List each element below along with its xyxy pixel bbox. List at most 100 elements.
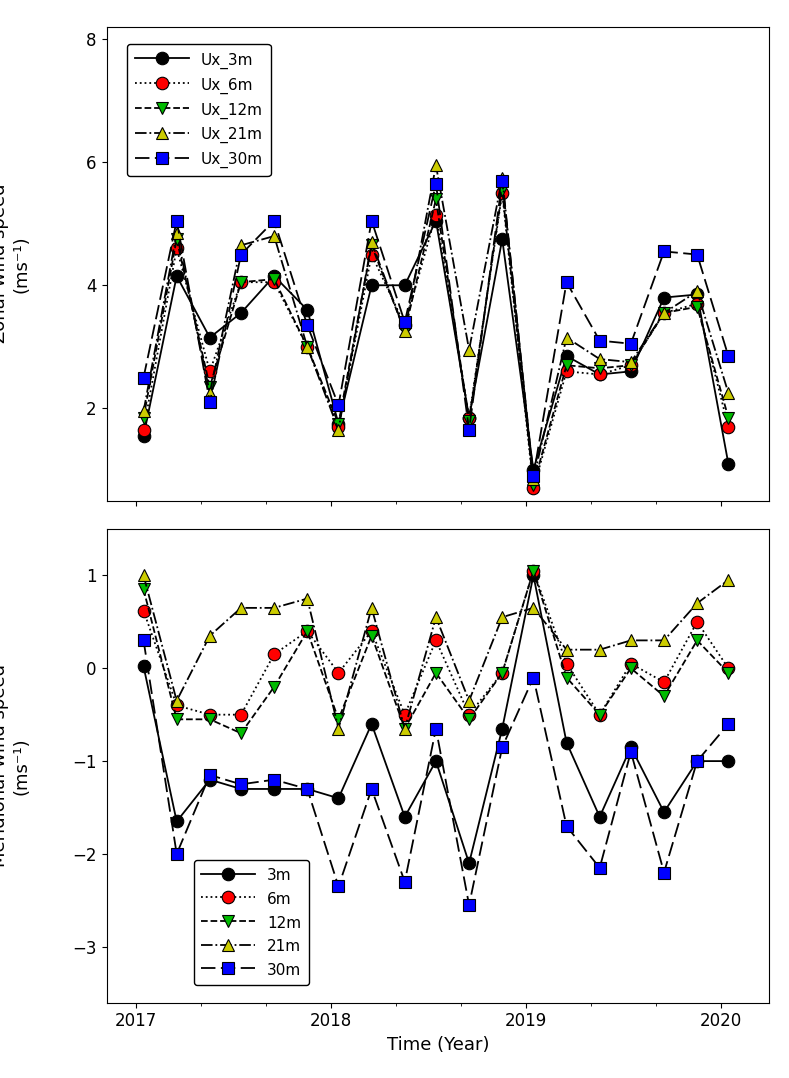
Line: Ux_12m: Ux_12m <box>137 183 735 492</box>
3m <box>236 783 245 796</box>
Ux_30m <box>660 245 669 258</box>
Ux_12m <box>334 417 343 430</box>
Ux_6m <box>724 420 733 433</box>
Ux_3m <box>724 457 733 470</box>
30m <box>172 847 181 860</box>
Ux_6m <box>498 186 507 199</box>
3m <box>595 811 604 824</box>
12m <box>139 583 148 596</box>
Ux_30m <box>432 177 441 190</box>
6m <box>660 676 669 689</box>
Line: 12m: 12m <box>137 565 735 740</box>
Ux_21m <box>562 331 571 344</box>
Ux_30m <box>498 175 507 188</box>
Ux_21m <box>626 356 636 369</box>
Ux_12m <box>139 411 148 424</box>
3m <box>269 783 279 796</box>
Ux_12m <box>595 362 604 375</box>
12m <box>562 672 571 685</box>
3m <box>400 811 409 824</box>
12m <box>367 630 376 642</box>
Ux_6m <box>562 365 571 378</box>
Ux_3m <box>172 270 181 282</box>
Ux_6m <box>465 411 474 424</box>
21m <box>205 630 215 642</box>
30m <box>367 783 376 796</box>
3m <box>693 755 702 768</box>
Ux_3m <box>432 215 441 227</box>
30m <box>562 819 571 832</box>
12m <box>595 708 604 721</box>
Ux_3m <box>334 417 343 430</box>
Ux_12m <box>172 233 181 246</box>
6m <box>205 708 215 721</box>
21m <box>139 569 148 582</box>
12m <box>302 624 312 637</box>
Line: 21m: 21m <box>137 569 735 735</box>
6m <box>626 658 636 671</box>
30m <box>660 866 669 879</box>
Ux_3m <box>302 303 312 316</box>
Ux_30m <box>139 371 148 384</box>
Ux_21m <box>172 226 181 239</box>
6m <box>269 648 279 661</box>
Ux_21m <box>367 236 376 249</box>
Ux_21m <box>498 171 507 184</box>
Ux_12m <box>269 273 279 286</box>
Ux_6m <box>236 276 245 289</box>
3m <box>334 791 343 804</box>
Ux_3m <box>236 306 245 319</box>
Ux_21m <box>465 344 474 357</box>
12m <box>660 690 669 703</box>
Ux_12m <box>626 359 636 372</box>
Ux_21m <box>139 405 148 418</box>
3m <box>498 722 507 735</box>
Ux_21m <box>236 239 245 252</box>
Ux_6m <box>400 319 409 332</box>
12m <box>236 727 245 740</box>
Ux_12m <box>400 324 409 337</box>
12m <box>172 713 181 725</box>
6m <box>432 634 441 647</box>
Ux_12m <box>465 414 474 427</box>
30m <box>205 769 215 782</box>
Ux_3m <box>660 291 669 304</box>
6m <box>693 616 702 628</box>
30m <box>432 722 441 735</box>
30m <box>334 880 343 893</box>
12m <box>498 666 507 679</box>
Ux_21m <box>302 341 312 354</box>
Ux_21m <box>724 386 733 399</box>
6m <box>302 624 312 637</box>
Ux_30m <box>693 248 702 261</box>
12m <box>693 634 702 647</box>
21m <box>660 634 669 647</box>
Ux_3m <box>367 279 376 292</box>
Ux_3m <box>498 233 507 246</box>
6m <box>400 708 409 721</box>
Ux_6m <box>626 359 636 372</box>
Line: Ux_30m: Ux_30m <box>137 175 735 482</box>
Ux_30m <box>400 316 409 329</box>
X-axis label: Time (Year): Time (Year) <box>387 1036 489 1054</box>
12m <box>724 666 733 679</box>
12m <box>334 713 343 725</box>
Ux_30m <box>269 215 279 227</box>
Ux_3m <box>400 279 409 292</box>
Ux_21m <box>269 230 279 243</box>
30m <box>236 778 245 791</box>
30m <box>595 861 604 874</box>
Legend: Ux_3m, Ux_6m, Ux_12m, Ux_21m, Ux_30m: Ux_3m, Ux_6m, Ux_12m, Ux_21m, Ux_30m <box>127 44 271 176</box>
Ux_30m <box>595 334 604 347</box>
Ux_12m <box>302 341 312 354</box>
30m <box>465 899 474 912</box>
Line: 6m: 6m <box>137 565 735 721</box>
6m <box>172 699 181 711</box>
Ux_30m <box>626 337 636 350</box>
Ux_21m <box>432 158 441 171</box>
Ux_30m <box>302 319 312 332</box>
3m <box>302 783 312 796</box>
3m <box>724 755 733 768</box>
21m <box>595 644 604 657</box>
30m <box>269 773 279 786</box>
